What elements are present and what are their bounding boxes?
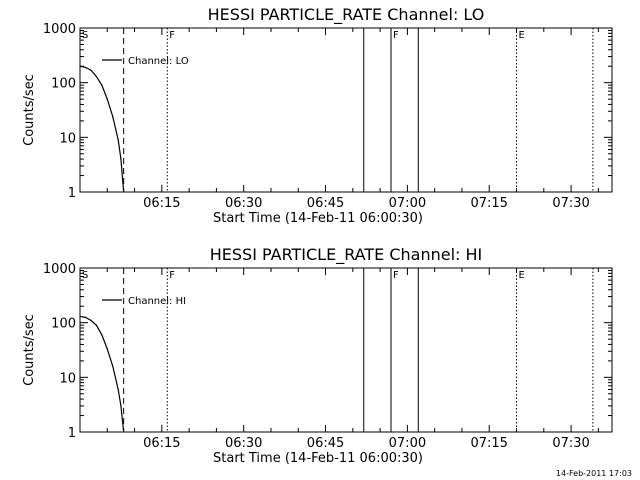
data-point: [79, 65, 81, 67]
legend-label: Channel: HI: [128, 296, 186, 307]
y-tick-label: 1: [68, 426, 76, 441]
data-point: [117, 388, 119, 391]
data-point: [112, 115, 114, 118]
y-tick-label: 100: [51, 77, 76, 92]
y-axis-label: Counts/sec: [22, 74, 37, 146]
data-point: [106, 98, 108, 100]
data-point: [90, 69, 92, 71]
x-tick-label: 06:45: [307, 196, 344, 211]
x-tick-label: 06:45: [307, 436, 344, 451]
data-point: [101, 334, 103, 336]
x-tick-label: 07:00: [389, 436, 426, 451]
event-marker-label: F: [393, 30, 399, 41]
data-point: [95, 75, 97, 78]
series-line: [79, 65, 125, 193]
data-point: [90, 319, 92, 322]
data-point: [120, 405, 122, 407]
y-axis-label: Counts/sec: [22, 314, 37, 386]
data-point: [117, 139, 119, 141]
event-marker-label: F: [393, 270, 399, 281]
corner-label: S: [82, 270, 88, 281]
data-point: [106, 348, 108, 350]
data-point: [123, 191, 125, 193]
data-point: [79, 315, 81, 318]
y-tick-label: 1: [68, 186, 76, 201]
event-marker-label: F: [169, 30, 175, 41]
x-tick-label: 06:30: [225, 196, 262, 211]
data-point: [95, 324, 97, 326]
x-tick-label: 06:15: [143, 196, 180, 211]
data-point: [112, 365, 114, 367]
event-marker-label: E: [519, 270, 525, 281]
event-marker-label: F: [169, 270, 175, 281]
x-tick-label: 07:30: [552, 436, 589, 451]
x-tick-label: 07:30: [552, 196, 589, 211]
x-axis-label: Start Time (14-Feb-11 06:00:30): [213, 211, 423, 226]
y-tick-label: 10: [59, 131, 76, 146]
y-tick-label: 1000: [43, 22, 76, 37]
event-marker-label: E: [519, 30, 525, 41]
x-tick-label: 07:15: [470, 436, 507, 451]
corner-label: S: [82, 30, 88, 41]
series-line: [79, 315, 125, 433]
y-tick-label: 100: [51, 317, 76, 332]
timestamp-footer: 14-Feb-2011 17:03: [555, 469, 632, 478]
x-tick-label: 06:30: [225, 436, 262, 451]
data-point: [84, 316, 87, 318]
legend-label: Channel: LO: [128, 56, 189, 67]
data-point: [101, 84, 103, 86]
y-tick-label: 10: [59, 371, 76, 386]
chart-title: HESSI PARTICLE_RATE Channel: LO: [208, 5, 485, 25]
x-tick-label: 07:00: [389, 196, 426, 211]
data-point: [84, 66, 87, 69]
x-axis-label: Start Time (14-Feb-11 06:00:30): [213, 451, 423, 466]
data-point: [120, 158, 122, 160]
plot-frame: [79, 267, 613, 433]
y-tick-label: 1000: [43, 262, 76, 277]
chart-title: HESSI PARTICLE_RATE Channel: HI: [210, 245, 483, 265]
plot-frame: [79, 27, 613, 193]
x-tick-label: 07:15: [470, 196, 507, 211]
x-tick-label: 06:15: [143, 436, 180, 451]
data-point: [123, 431, 125, 433]
